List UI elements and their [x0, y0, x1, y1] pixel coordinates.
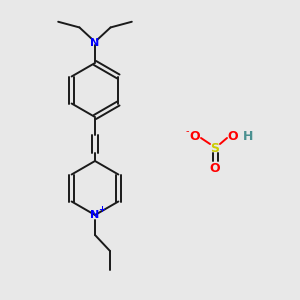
Text: +: + [98, 206, 106, 214]
Text: O: O [190, 130, 200, 142]
Text: N: N [90, 210, 100, 220]
Text: O: O [210, 161, 220, 175]
Text: O: O [228, 130, 238, 142]
Text: N: N [90, 38, 100, 48]
Text: -: - [185, 126, 189, 136]
Text: H: H [243, 130, 253, 142]
Text: S: S [211, 142, 220, 154]
